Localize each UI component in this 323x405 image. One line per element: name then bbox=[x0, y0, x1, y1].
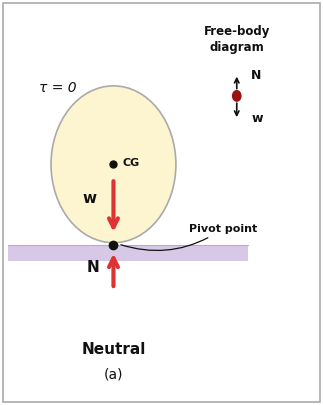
Text: N: N bbox=[86, 260, 99, 275]
Text: w: w bbox=[82, 191, 97, 206]
Text: Neutral: Neutral bbox=[81, 342, 146, 357]
Circle shape bbox=[51, 86, 176, 243]
Text: N: N bbox=[251, 69, 262, 82]
FancyBboxPatch shape bbox=[8, 245, 248, 261]
Text: Free-body
diagram: Free-body diagram bbox=[203, 25, 270, 54]
Circle shape bbox=[233, 91, 241, 101]
Text: Pivot point: Pivot point bbox=[121, 224, 257, 250]
Text: τ = 0: τ = 0 bbox=[39, 81, 76, 95]
Text: w: w bbox=[251, 111, 263, 124]
Text: CG: CG bbox=[122, 158, 140, 168]
Text: (a): (a) bbox=[104, 368, 123, 382]
